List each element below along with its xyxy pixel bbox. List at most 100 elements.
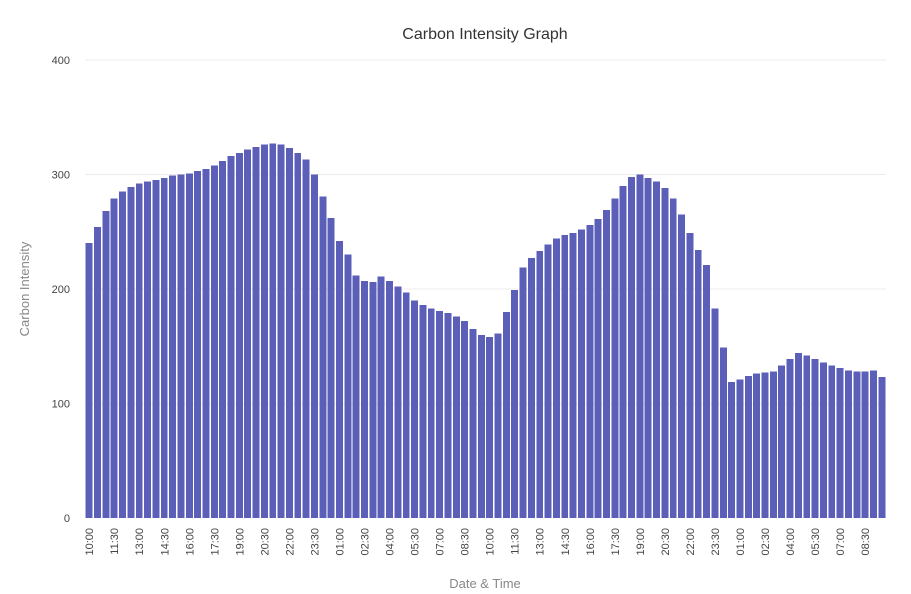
x-tick-label: 08:30 bbox=[860, 528, 872, 556]
y-tick-label: 300 bbox=[52, 170, 70, 182]
bar bbox=[369, 282, 377, 518]
bars bbox=[85, 143, 886, 519]
y-tick-label: 100 bbox=[52, 399, 70, 411]
bar bbox=[260, 144, 268, 519]
bar bbox=[803, 355, 811, 518]
chart-title: Carbon Intensity Graph bbox=[402, 26, 567, 43]
bar bbox=[419, 305, 427, 518]
bar bbox=[219, 160, 227, 518]
x-tick-label: 10:00 bbox=[84, 528, 96, 556]
bar bbox=[361, 280, 368, 518]
bar bbox=[744, 376, 752, 518]
bar bbox=[603, 210, 610, 518]
bar bbox=[753, 373, 761, 518]
bar bbox=[811, 358, 819, 518]
x-tick-label: 13:00 bbox=[535, 528, 547, 556]
gridlines bbox=[85, 59, 886, 404]
x-tick-label: 04:00 bbox=[385, 528, 397, 556]
bar bbox=[327, 218, 335, 518]
bar bbox=[85, 243, 93, 518]
x-tick-label: 04:00 bbox=[785, 528, 797, 556]
bar bbox=[377, 276, 385, 518]
bar bbox=[119, 191, 127, 518]
bar bbox=[319, 196, 327, 518]
x-tick-label: 19:00 bbox=[635, 528, 647, 556]
bar bbox=[185, 173, 193, 519]
y-axis-title: Carbon Intensity bbox=[17, 241, 32, 336]
bar bbox=[461, 321, 469, 518]
bar bbox=[511, 290, 519, 518]
bar bbox=[352, 275, 360, 518]
bar bbox=[127, 187, 135, 518]
bar bbox=[678, 214, 686, 518]
x-tick-label: 17:30 bbox=[610, 528, 622, 556]
bar bbox=[544, 244, 552, 518]
y-tick-label: 200 bbox=[52, 284, 70, 296]
bar bbox=[135, 183, 143, 518]
bar bbox=[694, 250, 702, 518]
x-tick-label: 02:30 bbox=[360, 528, 372, 556]
bar bbox=[285, 148, 293, 519]
x-tick-label: 01:00 bbox=[334, 528, 346, 556]
bar bbox=[427, 308, 435, 518]
bar bbox=[411, 300, 419, 518]
bar bbox=[836, 368, 844, 518]
bar bbox=[202, 168, 210, 518]
bar bbox=[711, 308, 719, 518]
bar bbox=[110, 198, 118, 519]
bar bbox=[769, 371, 777, 518]
bar bbox=[786, 358, 794, 518]
bar bbox=[502, 311, 510, 518]
bar bbox=[386, 280, 394, 518]
bar bbox=[210, 165, 218, 518]
bar bbox=[252, 147, 260, 518]
bar bbox=[853, 371, 861, 518]
x-tick-label: 14:30 bbox=[560, 528, 572, 556]
bar bbox=[394, 286, 402, 518]
bar bbox=[269, 143, 277, 518]
bar bbox=[644, 177, 652, 518]
bar bbox=[861, 371, 869, 518]
bar bbox=[169, 175, 177, 518]
y-tick-label: 0 bbox=[64, 513, 70, 525]
bar bbox=[569, 232, 577, 518]
x-tick-label: 02:30 bbox=[760, 528, 772, 556]
bar bbox=[719, 347, 727, 518]
x-tick-label: 23:30 bbox=[710, 528, 722, 556]
x-tick-label: 10:00 bbox=[485, 528, 497, 556]
bar bbox=[310, 174, 318, 518]
x-tick-label: 16:00 bbox=[585, 528, 597, 556]
x-tick-label: 07:00 bbox=[435, 528, 447, 556]
x-tick-label: 22:00 bbox=[284, 528, 296, 556]
bar bbox=[177, 174, 185, 518]
x-tick-label: 20:30 bbox=[259, 528, 271, 556]
bar bbox=[194, 171, 202, 518]
bar bbox=[703, 264, 711, 518]
x-tick-label: 22:00 bbox=[685, 528, 697, 556]
bar bbox=[494, 333, 502, 518]
bar bbox=[561, 235, 569, 518]
x-tick-label: 08:30 bbox=[460, 528, 472, 556]
x-tick-label: 23:30 bbox=[309, 528, 321, 556]
x-tick-label: 07:00 bbox=[835, 528, 847, 556]
bar bbox=[344, 254, 352, 518]
bar bbox=[536, 251, 544, 518]
bar bbox=[94, 227, 101, 519]
bar bbox=[619, 185, 627, 518]
x-tick-label: 16:00 bbox=[184, 528, 196, 556]
bar bbox=[628, 176, 635, 519]
bar bbox=[686, 232, 694, 518]
bar bbox=[552, 238, 560, 518]
x-axis-title: Date & Time bbox=[449, 576, 521, 591]
x-tick-label: 11:30 bbox=[510, 528, 522, 555]
y-tick-label: 400 bbox=[52, 55, 70, 67]
bar bbox=[669, 198, 677, 519]
bar bbox=[235, 152, 243, 518]
bar bbox=[636, 174, 644, 518]
bar bbox=[728, 381, 736, 518]
x-axis-ticks: 10:00 11:30 13:00 14:30 16:00 17:30 19:00 20:30… bbox=[84, 528, 872, 556]
bar bbox=[878, 377, 886, 518]
x-tick-label: 05:30 bbox=[810, 528, 822, 556]
bar bbox=[519, 267, 527, 518]
